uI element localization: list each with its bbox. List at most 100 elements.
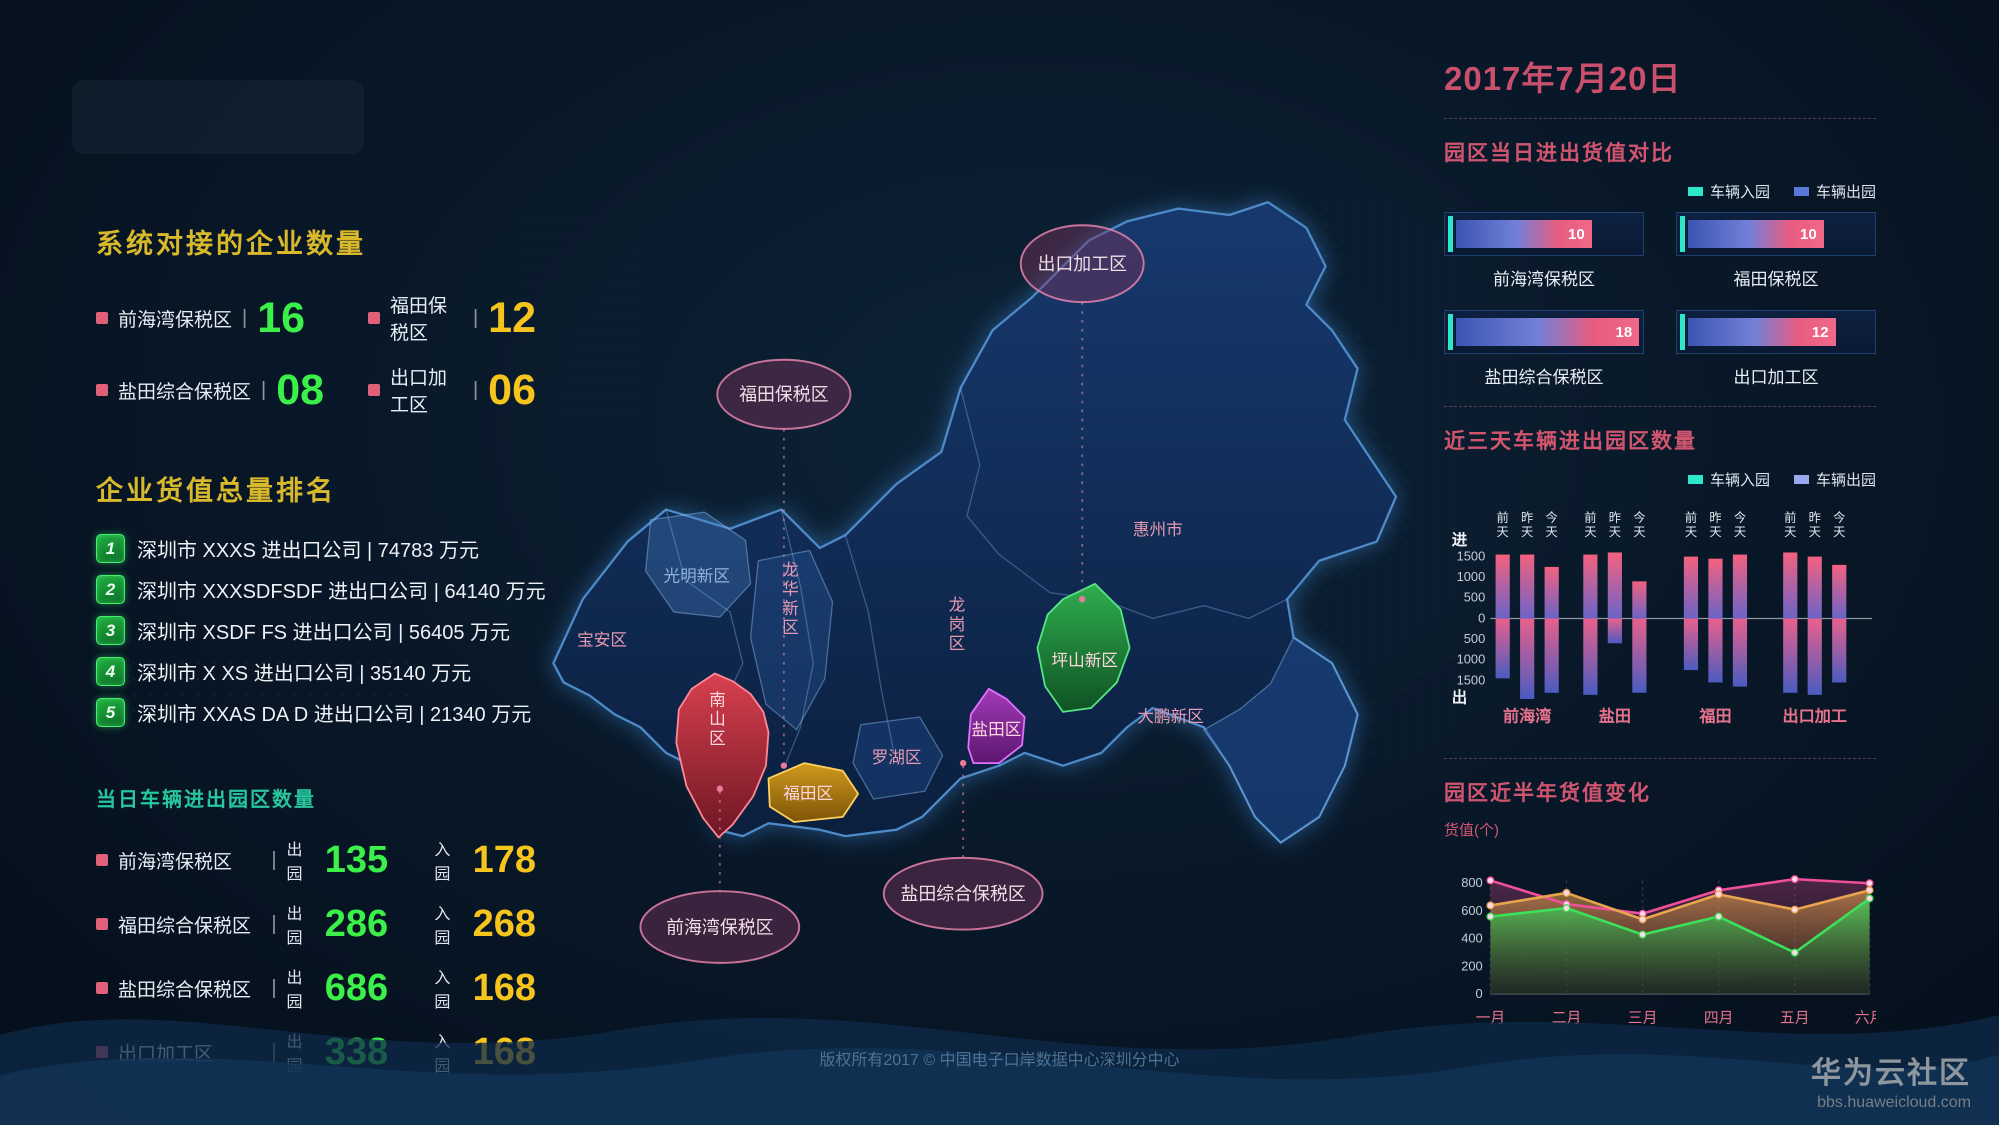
separator: | xyxy=(271,976,277,999)
landmass-shape xyxy=(552,201,1398,844)
svg-text:今天: 今天 xyxy=(1546,510,1558,539)
gauge-bar: 12 xyxy=(1676,310,1876,354)
compare-legend: 车辆入园 车辆出园 xyxy=(1444,181,1876,202)
bullet-icon xyxy=(368,312,380,324)
district-label-dapeng: 大鹏新区 xyxy=(1137,707,1204,726)
map-pin-icon xyxy=(959,759,967,767)
threeday-bar-chart: 15001000500050010001500进出前天昨天今天前海湾前天昨天今天… xyxy=(1452,510,1873,726)
svg-text:前天: 前天 xyxy=(1497,510,1509,539)
callout-label-qianhai-ftz: 前海湾保税区 xyxy=(666,917,774,937)
vehicle-row: 前海湾保税区 | 出园 135 入园 178 xyxy=(96,836,536,884)
date-heading: 2017年7月20日 xyxy=(1444,60,1682,97)
svg-text:前天: 前天 xyxy=(1584,510,1596,539)
gauge-label: 盐田综合保税区 xyxy=(1484,368,1604,387)
district-guangming-shape xyxy=(644,511,752,618)
gauge-bar: 10 xyxy=(1444,212,1644,256)
in-count: 178 xyxy=(472,839,536,881)
map-pin-icon xyxy=(1079,595,1086,603)
halfyear-y-label: 货值(个) xyxy=(1444,821,1499,839)
district-luohu-shape xyxy=(852,716,944,800)
gauge-start-tick-icon xyxy=(1680,216,1685,252)
threeday-title: 近三天车辆进出园区数量 xyxy=(1444,430,1697,453)
zone-count: 12 xyxy=(488,293,536,342)
halfyear-area-chart: 8006004002000一月二月三月四月五月六月 xyxy=(1461,875,1884,1026)
enterprise-count-item: 福田保税区 | 12 xyxy=(368,291,536,345)
dashed-divider xyxy=(1444,118,1876,119)
bullet-icon xyxy=(96,918,108,930)
svg-text:1000: 1000 xyxy=(1457,569,1486,584)
out-label: 出园 xyxy=(286,970,303,1011)
gauge-value: 18 xyxy=(1615,323,1633,341)
vehicle-row: 福田综合保税区 | 出园 286 入园 268 xyxy=(96,900,536,948)
legend-label: 车辆出园 xyxy=(1815,184,1876,201)
in-label: 入园 xyxy=(434,842,451,883)
ranking-row: 1 深圳市 XXXS 进出口公司 | 74783 万元 xyxy=(96,534,536,563)
district-label-longgang: 龙岗区 xyxy=(946,596,965,654)
ranking-row: 5 深圳市 XXAS DA D 进出口公司 | 21340 万元 xyxy=(96,698,536,727)
dashed-divider xyxy=(1444,406,1876,407)
svg-text:500: 500 xyxy=(1464,590,1485,605)
ranking-text: 深圳市 XXXS 进出口公司 | 74783 万元 xyxy=(137,540,479,562)
gauge-futian: 10 福田保税区 xyxy=(1676,212,1876,290)
ranking-text: 深圳市 XXXSDFSDF 进出口公司 | 64140 万元 xyxy=(137,581,546,603)
rank-badge-icon: 3 xyxy=(96,616,125,645)
callout-bubble-export-zone xyxy=(1019,224,1145,304)
gauge-label: 前海湾保税区 xyxy=(1493,270,1595,289)
gauge-label: 福田保税区 xyxy=(1733,270,1819,289)
svg-text:盐田: 盐田 xyxy=(1599,707,1631,726)
district-label-futian: 福田区 xyxy=(783,784,833,803)
ranking-text: 深圳市 XXAS DA D 进出口公司 | 21340 万元 xyxy=(137,704,532,726)
out-label: 出园 xyxy=(286,906,303,947)
callout-label-export-zone: 出口加工区 xyxy=(1037,254,1127,274)
gauge-bar: 18 xyxy=(1444,310,1644,354)
zone-label: 福田保税区 xyxy=(390,296,448,344)
rank-badge-icon: 5 xyxy=(96,698,125,727)
legend-swatch-icon xyxy=(1687,475,1703,484)
rank-badge-icon: 4 xyxy=(96,657,125,686)
gauge-fill: 12 xyxy=(1688,318,1836,346)
value-ranking-panel: 企业货值总量排名 1 深圳市 XXXS 进出口公司 | 74783 万元 2 深… xyxy=(96,469,546,727)
bullet-icon xyxy=(368,384,380,396)
ranking-text: 深圳市 XSDF FS 进出口公司 | 56405 万元 xyxy=(137,622,511,644)
border-line xyxy=(665,509,744,705)
gauge-value: 10 xyxy=(1568,225,1585,243)
right-panel: 2017年7月20日 园区当日进出货值对比 车辆入园 车辆出园 xyxy=(1444,52,1884,1040)
halfyear-panel: 园区近半年货值变化 货值(个) 800 600 400 200 0 一月 二月 三月 四月 五月六… xyxy=(1444,777,1884,1040)
wave-decoration xyxy=(0,1015,1999,1125)
legend-label: 车辆入园 xyxy=(1709,472,1770,489)
bullet-icon xyxy=(96,854,108,866)
svg-text:三月: 三月 xyxy=(1628,1010,1658,1026)
svg-text:0: 0 xyxy=(1476,986,1483,1001)
svg-text:出: 出 xyxy=(1452,687,1467,706)
bullet-icon xyxy=(96,384,108,396)
in-label: 入园 xyxy=(434,970,451,1011)
district-longhua-shape xyxy=(749,549,834,731)
svg-text:昨天: 昨天 xyxy=(1609,511,1621,539)
legend-item: 车辆出园 xyxy=(1793,469,1876,490)
svg-text:200: 200 xyxy=(1461,958,1482,973)
legend-label: 车辆入园 xyxy=(1709,184,1770,201)
watermark-site: bbs.huaweicloud.com xyxy=(1817,1094,1971,1111)
enterprise-count-title: 系统对接的企业数量 xyxy=(96,229,366,259)
ranking-row: 4 深圳市 X XS 进出口公司 | 35140 万元 xyxy=(96,657,536,686)
svg-text:一月: 一月 xyxy=(1476,1010,1506,1026)
gauge-qianhai: 10 前海湾保税区 xyxy=(1444,212,1644,290)
callout-bubble-yantian-ftz xyxy=(882,856,1044,931)
separator: | xyxy=(242,306,248,329)
district-yantian-shape xyxy=(967,687,1026,765)
district-label-nanshan: 南山区 xyxy=(706,690,725,748)
district-label-guangming: 光明新区 xyxy=(664,566,731,585)
separator: | xyxy=(261,378,267,401)
value-ranking-title: 企业货值总量排名 xyxy=(96,476,336,506)
gauge-value: 12 xyxy=(1811,323,1829,341)
separator: | xyxy=(472,306,479,329)
gauge-bar: 10 xyxy=(1676,212,1876,256)
gauge-yantian: 18 盐田综合保税区 xyxy=(1444,310,1644,388)
copyright-footer: 版权所有2017 © 中国电子口岸数据中心深圳分中心 xyxy=(819,1052,1180,1069)
ranking-row: 2 深圳市 XXXSDFSDF 进出口公司 | 64140 万元 xyxy=(96,575,546,604)
district-label-yantian: 盐田区 xyxy=(972,720,1022,739)
zone-label: 出口加工区 xyxy=(390,368,448,416)
out-count: 135 xyxy=(324,839,389,881)
border-line xyxy=(844,534,895,753)
district-pingshan-shape xyxy=(1036,582,1131,713)
